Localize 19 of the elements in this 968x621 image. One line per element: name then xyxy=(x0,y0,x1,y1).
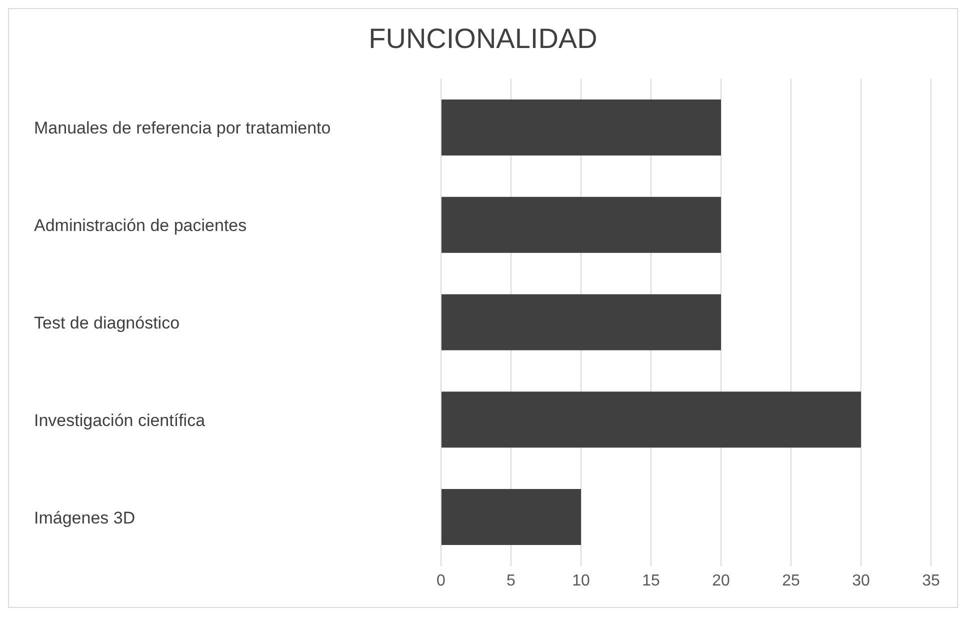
y-tick-label: Test de diagnóstico xyxy=(34,314,180,332)
x-tick-label: 15 xyxy=(642,572,660,590)
bar xyxy=(441,392,861,448)
y-tick-label: Manuales de referencia por tratamiento xyxy=(34,118,331,138)
x-tick-label: 0 xyxy=(436,572,446,590)
x-tick-label: 30 xyxy=(852,572,870,590)
x-tick-label: 5 xyxy=(506,572,516,590)
chart-title: FUNCIONALIDAD xyxy=(368,22,598,56)
bar xyxy=(441,99,721,156)
x-tick-label: 25 xyxy=(782,572,800,590)
x-tick-label: 20 xyxy=(712,572,730,590)
bar xyxy=(441,294,721,350)
bar xyxy=(441,196,721,253)
x-tick-label: 10 xyxy=(572,572,590,590)
y-tick-label: Imágenes 3D xyxy=(34,508,136,528)
y-tick-label: Investigación científica xyxy=(34,410,206,430)
bar xyxy=(441,489,581,546)
x-tick-label: 35 xyxy=(922,572,940,590)
y-tick-label: Administración de pacientes xyxy=(34,216,247,236)
